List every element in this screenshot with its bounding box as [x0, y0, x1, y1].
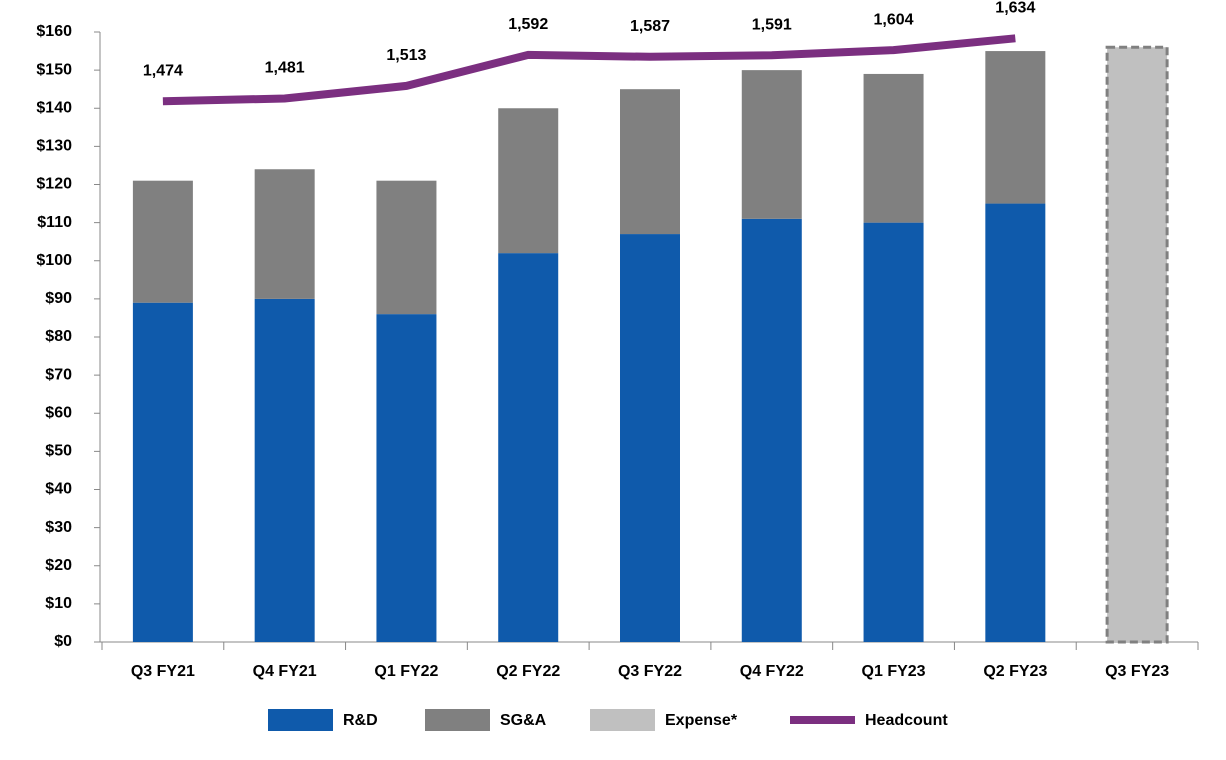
y-tick-label: $120	[36, 176, 72, 193]
y-tick-label: $50	[45, 443, 72, 460]
y-tick-label: $70	[45, 366, 72, 383]
y-tick-label: $40	[45, 481, 72, 498]
y-tick-label: $0	[54, 633, 72, 650]
x-tick-label: Q4 FY21	[253, 663, 317, 680]
x-tick-label: Q4 FY22	[740, 663, 804, 680]
y-tick-label: $20	[45, 557, 72, 574]
x-tick-label: Q1 FY23	[862, 663, 926, 680]
y-tick-label: $110	[37, 214, 72, 231]
data-label: 1,592	[508, 16, 548, 33]
data-label: 1,604	[874, 11, 914, 28]
x-tick-label: Q2 FY23	[983, 663, 1047, 680]
legend-swatch	[268, 709, 333, 731]
bar	[376, 314, 437, 642]
y-tick-label: $60	[45, 404, 72, 421]
y-tick-label: $80	[45, 328, 72, 345]
y-tick-label: $160	[36, 23, 72, 40]
bar	[132, 302, 193, 642]
bar	[498, 108, 559, 254]
data-label: 1,587	[630, 18, 670, 35]
bar	[498, 253, 559, 642]
x-tick-label: Q3 FY23	[1105, 663, 1169, 680]
y-tick-label: $90	[45, 290, 72, 307]
x-tick-label: Q3 FY21	[131, 663, 195, 680]
data-label: 1,634	[995, 0, 1035, 17]
bar	[1105, 45, 1169, 644]
legend-label: Expense*	[665, 712, 738, 729]
bar	[985, 51, 1046, 204]
bar	[741, 70, 802, 219]
legend-label: R&D	[343, 712, 378, 729]
line	[162, 34, 1016, 106]
data-label: 1,474	[143, 62, 183, 79]
y-tick-label: $130	[36, 138, 72, 155]
y-tick-label: $140	[36, 99, 72, 116]
bar	[254, 169, 315, 299]
legend-swatch	[590, 709, 655, 731]
bar	[132, 180, 193, 303]
bar	[254, 298, 315, 642]
data-label: 1,481	[265, 60, 305, 77]
y-tick-label: $10	[45, 595, 72, 612]
data-label: 1,591	[752, 16, 792, 33]
legend-label: Headcount	[865, 712, 948, 729]
x-tick-label: Q1 FY22	[374, 663, 438, 680]
y-tick-label: $30	[45, 519, 72, 536]
x-tick-label: Q3 FY22	[618, 663, 682, 680]
bar	[620, 234, 680, 642]
bar	[863, 73, 924, 223]
bar	[863, 222, 924, 642]
bar	[741, 218, 802, 642]
bar	[985, 203, 1046, 642]
x-tick-label: Q2 FY22	[496, 663, 560, 680]
bar	[376, 180, 437, 315]
bar	[620, 89, 680, 235]
y-tick-label: $100	[36, 252, 72, 269]
legend-swatch	[425, 709, 490, 731]
data-label: 1,513	[386, 47, 426, 64]
legend-label: SG&A	[500, 712, 547, 729]
y-tick-label: $150	[36, 61, 72, 78]
